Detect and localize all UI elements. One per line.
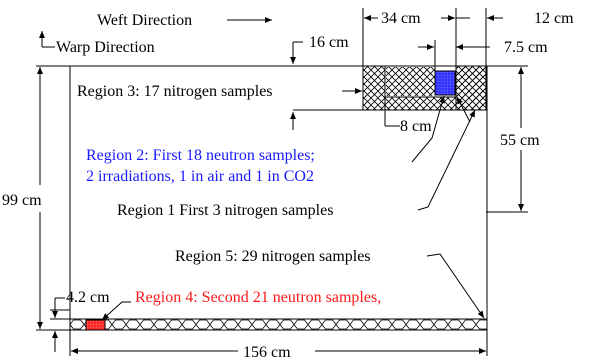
warp-direction-label: Warp Direction — [56, 39, 155, 56]
dim-7-5cm-label: 7.5 cm — [504, 39, 548, 56]
dim-8cm-label: 8 cm — [400, 118, 432, 135]
dim-16cm-label: 16 cm — [309, 34, 349, 51]
region5-strip — [69, 318, 488, 331]
region1-leader — [417, 109, 476, 211]
region2-area — [434, 70, 456, 96]
region2-label-line2: 2 irradiations, 1 in air and 1 in CO2 — [86, 168, 314, 185]
dim-4-2cm-label: 4.2 cm — [66, 289, 110, 306]
region3-inner-hatch — [386, 67, 435, 96]
dim-55cm-label: 55 cm — [500, 132, 540, 149]
region2-label-line1: Region 2: First 18 neutron samples; — [86, 147, 315, 164]
region4-label: Region 4: Second 21 neutron samples, — [135, 289, 381, 306]
dim-156cm-label: 156 cm — [243, 344, 291, 360]
region3-label: Region 3: 17 nitrogen samples — [77, 83, 273, 100]
region2-leader — [411, 95, 445, 163]
region5-leader — [426, 253, 485, 319]
region4-area — [85, 319, 106, 331]
region5-label: Region 5: 29 nitrogen samples — [175, 248, 371, 265]
region1-label: Region 1 First 3 nitrogen samples — [117, 202, 333, 219]
dim-99cm-label: 99 cm — [2, 192, 42, 209]
dim-12cm-label: 12 cm — [534, 10, 574, 27]
region4-leader — [101, 301, 131, 321]
dim-34cm-label: 34 cm — [381, 10, 421, 27]
weft-direction-label: Weft Direction — [97, 12, 192, 29]
